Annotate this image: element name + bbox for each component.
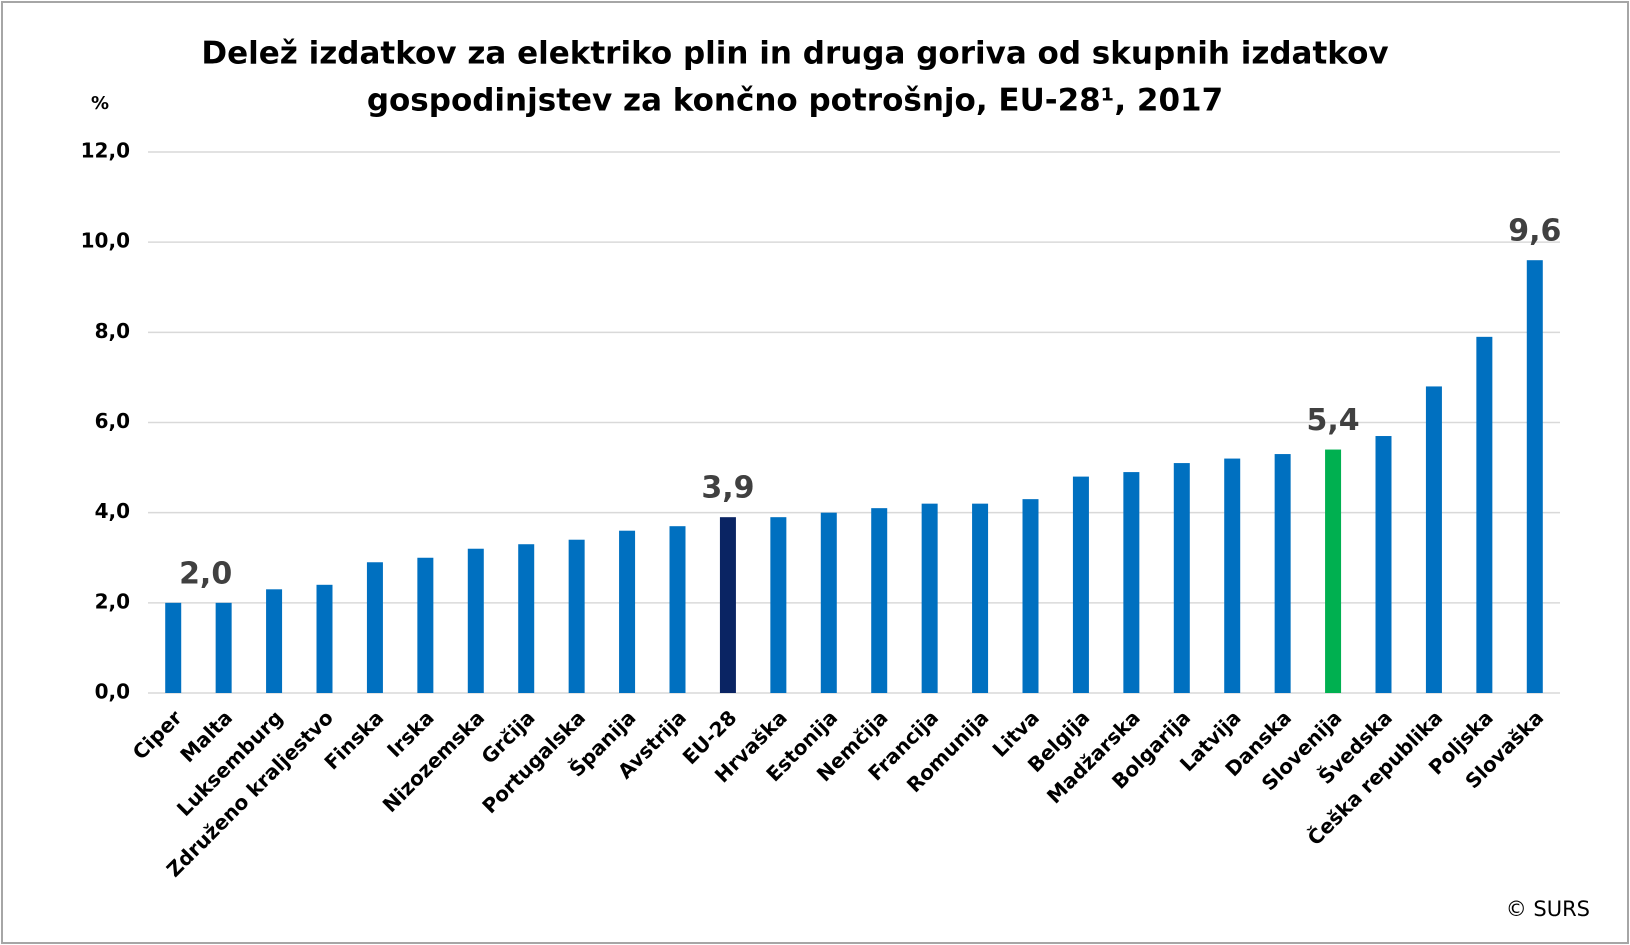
bar: [820, 512, 837, 693]
bar: [518, 544, 535, 693]
data-label: 9,6: [1508, 214, 1561, 249]
bar: [417, 557, 434, 693]
bar: [366, 562, 383, 693]
bar: [215, 602, 232, 693]
data-label: 3,9: [701, 471, 754, 506]
y-tick-label: 4,0: [95, 499, 130, 523]
bar: [1123, 472, 1140, 693]
bar: [719, 517, 736, 693]
y-tick-label: 12,0: [81, 139, 130, 163]
bar: [1022, 499, 1039, 693]
data-label: 2,0: [179, 556, 232, 591]
bar: [1375, 436, 1392, 693]
bar: [972, 503, 989, 693]
y-tick-label: 10,0: [81, 229, 130, 253]
bar: [1072, 476, 1089, 693]
bar: [871, 508, 888, 693]
bar: [266, 589, 283, 693]
bar: [165, 602, 182, 693]
bar: [1325, 449, 1342, 693]
bar: [770, 517, 787, 693]
bar: [669, 526, 686, 693]
y-tick-label: 0,0: [95, 680, 130, 704]
bar: [1173, 463, 1190, 693]
bar: [1526, 260, 1543, 693]
bar: [1274, 454, 1291, 693]
y-axis-label: %: [91, 93, 109, 114]
bar: [316, 584, 333, 693]
source: © SURS: [1506, 897, 1590, 921]
y-tick-label: 6,0: [95, 409, 130, 433]
bar: [1476, 336, 1493, 693]
y-tick-label: 8,0: [95, 319, 130, 343]
bar: [1425, 386, 1442, 693]
bar: [568, 539, 585, 693]
data-label: 5,4: [1306, 403, 1359, 438]
chart-title: gospodinjstev za končno potrošnjo, EU-28…: [367, 83, 1223, 119]
bar: [467, 548, 484, 693]
y-tick-label: 2,0: [95, 589, 130, 613]
chart-title: Delež izdatkov za elektriko plin in drug…: [201, 36, 1388, 72]
bar: [1224, 458, 1241, 693]
bar: [619, 530, 636, 693]
bar: [921, 503, 938, 693]
